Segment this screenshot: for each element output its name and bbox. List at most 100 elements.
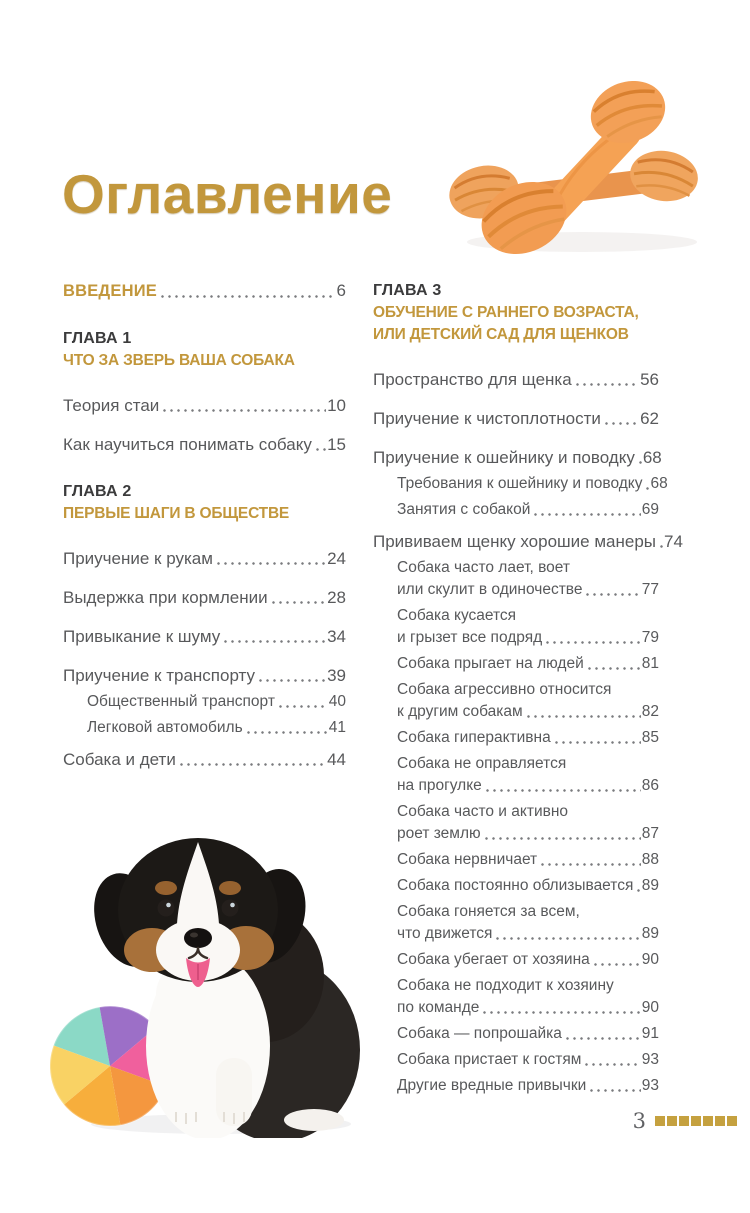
toc-entry-label: или скулит в одиночестве — [397, 581, 583, 598]
toc-entry-page: 89 — [641, 925, 659, 942]
rainbow-ball — [49, 1005, 171, 1127]
toc-entry-lastline: что движется 89 — [397, 923, 659, 945]
dot-leader — [482, 775, 641, 797]
toc-entry-label: Собака — попрошайка — [397, 1025, 562, 1042]
toc-entry: Теория стаи 10 — [63, 394, 346, 417]
toc-entry-lastline: Теория стаи 10 — [63, 394, 346, 417]
toc-entry: Прививаем щенку хорошие манеры 74 — [373, 530, 683, 553]
dot-leader — [635, 446, 642, 469]
toc-entry-label: Собака убегает от хозяина — [397, 951, 590, 968]
toc-entry-page: 89 — [641, 877, 659, 894]
chapter-number: ГЛАВА 2 — [63, 483, 132, 500]
toc-entry-page: 68 — [650, 475, 668, 492]
dot-leader — [176, 748, 327, 771]
toc-entry: Собака не оправляется на прогулке 86 — [373, 753, 659, 797]
toc-entry-label: и грызет все подряд — [397, 629, 543, 646]
footer-square — [667, 1116, 677, 1126]
chapter-heading: ГЛАВА 2 ПЕРВЫЕ ШАГИ В ОБЩЕСТВЕ — [63, 480, 346, 525]
chapter-heading: ГЛАВА 3 ОБУЧЕНИЕ С РАННЕГО ВОЗРАСТА, ИЛИ Д… — [373, 279, 659, 346]
toc-entry: Собака гоняется за всем, что движется 89 — [373, 901, 659, 945]
toc-entry-page: 91 — [641, 1025, 659, 1042]
toc-entry-lastline: Собака постоянно облизывается 89 — [397, 875, 659, 897]
toc-entry-label: Выдержка при кормлении — [63, 588, 268, 607]
page-number: 3 — [632, 1108, 646, 1133]
toc-entry-lastline: ВВЕДЕНИЕ 6 — [63, 279, 346, 303]
toc-entry-page: 93 — [641, 1077, 659, 1094]
toc-intro-entry: ВВЕДЕНИЕ 6 — [63, 279, 346, 303]
toc-entry-label: Общественный транспорт — [87, 693, 275, 710]
dot-leader — [562, 1023, 641, 1045]
toc-entry-label: Привыкание к шуму — [63, 627, 221, 646]
footer-square — [655, 1116, 665, 1126]
toc-entry: Пространство для щенка 56 — [373, 368, 659, 391]
toc-entry-lastline: Как научиться понимать собаку 15 — [63, 433, 346, 456]
toc-entry-page: 68 — [642, 448, 662, 467]
dot-leader — [543, 627, 641, 649]
toc-entry-label: Собака прыгает на людей — [397, 655, 584, 672]
toc-entry-page: 34 — [327, 627, 346, 646]
toc-entry-label: по команде — [397, 999, 480, 1016]
toc-entry-page: 39 — [327, 666, 346, 685]
dot-leader — [538, 849, 641, 871]
toc-entry: Приучение к рукам 24 — [63, 547, 346, 570]
puppy-illustration — [49, 838, 360, 1142]
footer-square — [679, 1116, 689, 1126]
toc-entry: Собака не подходит к хозяину по команде 90 — [373, 975, 659, 1019]
toc-entry-page: 86 — [641, 777, 659, 794]
dot-leader — [583, 579, 641, 601]
toc-entry-lastline: Собака пристает к гостям 93 — [397, 1049, 659, 1071]
toc-column-left: ВВЕДЕНИЕ 6 ГЛАВА 1 ЧТО ЗА ЗВЕРЬ ВАША СОБАКА… — [63, 279, 346, 787]
toc-entry-label: Собака постоянно облизывается — [397, 877, 634, 894]
toc-entry: Общественный транспорт 40 — [63, 691, 346, 713]
toc-entry-line: Собака часто лает, воет — [397, 559, 570, 576]
dot-leader — [480, 997, 641, 1019]
toc-entry-label: Приучение к транспорту — [63, 666, 256, 685]
toc-entry-lastline: Общественный транспорт 40 — [87, 691, 346, 713]
toc-entry-lastline: и грызет все подряд 79 — [397, 627, 659, 649]
toc-entry-label: Теория стаи — [63, 396, 160, 415]
toc-entry-label: Прививаем щенку хорошие манеры — [373, 532, 656, 551]
chew-bone-illustration — [449, 80, 698, 254]
toc-entry-page: 93 — [641, 1051, 659, 1068]
toc-entry-label: Собака и дети — [63, 750, 176, 769]
dot-leader — [531, 499, 641, 521]
toc-entry-line: Собака гоняется за всем, — [397, 903, 580, 920]
toc-entry-label: Другие вредные привычки — [397, 1077, 587, 1094]
toc-entry-line: Собака агрессивно относится — [397, 681, 612, 698]
chew-bone-photo — [432, 60, 722, 258]
toc-entry-lastline: Собака убегает от хозяина 90 — [397, 949, 659, 971]
toc-entry-lastline: Собака и дети 44 — [63, 748, 346, 771]
dot-leader — [601, 407, 640, 430]
toc-entry-lastline: Собака — попрошайка 91 — [397, 1023, 659, 1045]
toc-entry: Собака и дети 44 — [63, 748, 346, 771]
chapter-title-line: ОБУЧЕНИЕ С РАННЕГО ВОЗРАСТА, — [373, 304, 639, 321]
toc-entry-label: Собака гиперактивна — [397, 729, 551, 746]
toc-entry-label: Легковой автомобиль — [87, 719, 243, 736]
toc-entry-lastline: Прививаем щенку хорошие манеры 74 — [373, 530, 683, 553]
chapter-title-line: ЧТО ЗА ЗВЕРЬ ВАША СОБАКА — [63, 352, 295, 369]
toc-entry: Собака часто и активно роет землю 87 — [373, 801, 659, 845]
toc-entry-label: к другим собакам — [397, 703, 523, 720]
toc-entry-label: Собака пристает к гостям — [397, 1051, 582, 1068]
toc-entry-line: Собака кусается — [397, 607, 517, 624]
toc-column-right: ГЛАВА 3 ОБУЧЕНИЕ С РАННЕГО ВОЗРАСТА, ИЛИ Д… — [373, 279, 683, 1106]
dot-leader — [481, 823, 641, 845]
toc-entry: Приучение к ошейнику и поводку 68 — [373, 446, 662, 469]
toc-entry-lastline: Приучение к ошейнику и поводку 68 — [373, 446, 662, 469]
toc-entry-label: Собака нервничает — [397, 851, 538, 868]
toc-entry-lastline: Приучение к чистоплотности 62 — [373, 407, 659, 430]
dot-leader — [523, 701, 641, 723]
toc-entry-label: Как научиться понимать собаку — [63, 435, 312, 454]
toc-entry-page: 85 — [641, 729, 659, 746]
toc-entry-lastline: Собака нервничает 88 — [397, 849, 659, 871]
dot-leader — [275, 691, 328, 713]
toc-entry-page: 41 — [328, 719, 346, 736]
toc-entry: Собака часто лает, воет или скулит в один… — [373, 557, 659, 601]
dot-leader — [572, 368, 640, 391]
toc-entry: Легковой автомобиль 41 — [63, 717, 346, 739]
dot-leader — [268, 586, 327, 609]
toc-entry-label: Приучение к ошейнику и поводку — [373, 448, 635, 467]
dot-leader — [243, 717, 328, 739]
toc-entry: Собака агрессивно относится к другим соба… — [373, 679, 659, 723]
toc-entry-page: 56 — [640, 370, 659, 389]
